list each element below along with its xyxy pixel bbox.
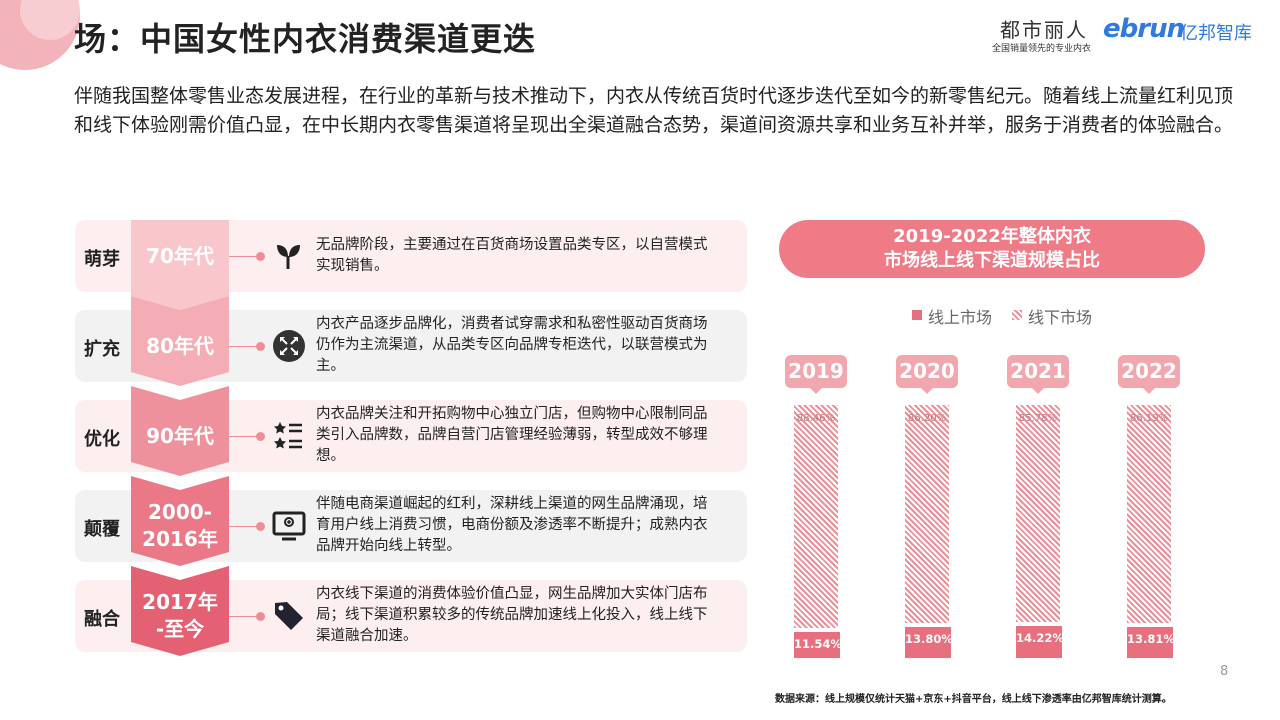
connector-line — [229, 256, 259, 257]
stage-description: 内衣产品逐步品牌化，消费者试穿需求和私密性驱动百货商场仍作为主流渠道，从品类专区… — [316, 316, 708, 374]
timeline-chevron — [131, 220, 229, 310]
timeline-chevron — [131, 386, 229, 476]
year-tag: 2019 — [785, 355, 847, 394]
era-label: 80年代 — [146, 333, 214, 358]
connector-dot — [256, 432, 265, 441]
connector-line — [229, 616, 259, 617]
stage-description: 无品牌阶段，主要通过在百货商场设置品类专区，以自营模式实现销售。 — [316, 237, 708, 274]
stage-label: 优化 — [84, 429, 120, 450]
price-tag-icon — [272, 599, 306, 633]
expand-arrows-icon — [272, 329, 306, 363]
connector-line — [229, 526, 259, 527]
timeline-chevron — [131, 476, 229, 566]
offline-label: 88.46% — [796, 413, 836, 424]
offline-label: 86.20% — [907, 413, 947, 424]
monitor-icon — [272, 509, 306, 543]
stage-description: 内衣品牌关注和开拓购物中心独立门店，但购物中心限制同品类引入品牌数，品牌自营门店… — [316, 406, 708, 464]
connector-line — [229, 346, 259, 347]
bar-online: 11.54% — [794, 632, 842, 658]
year-tag: 2020 — [896, 355, 958, 394]
connector-line — [229, 436, 259, 437]
connector-dot — [256, 612, 265, 621]
bar-offline — [905, 405, 949, 624]
stage-description: 内衣线下渠道的消费体验价值凸显，网生品牌加大实体门店布局；线下渠道积累较多的传统… — [316, 586, 708, 644]
legend-online: 线上市场 — [928, 308, 993, 327]
ebrun-logo-cn: 亿邦智库 — [1180, 23, 1252, 44]
bar-offline — [1016, 405, 1060, 623]
dushi-logo: 都市丽人 — [1000, 18, 1088, 42]
era-label: 70年代 — [146, 243, 214, 268]
chart-title: 2019-2022年整体内衣 市场线上线下渠道规模占比 — [779, 220, 1205, 278]
era-label: 90年代 — [146, 423, 214, 448]
page-number: 8 — [1220, 664, 1229, 679]
ebrun-logo: ebrun — [1103, 14, 1185, 44]
year-tag: 2021 — [1007, 355, 1069, 394]
legend-swatch-online — [912, 310, 922, 320]
stage-label: 颠覆 — [84, 519, 120, 540]
era-label: 2017年 -至今 — [142, 590, 218, 641]
connector-dot — [256, 522, 265, 531]
offline-label: 86.19% — [1129, 413, 1169, 424]
stage-label: 萌芽 — [84, 249, 120, 270]
page-title: 场：中国女性内衣消费渠道更迭 — [74, 20, 537, 58]
bar-offline — [794, 405, 838, 628]
legend-offline: 线下市场 — [1028, 308, 1093, 327]
year-tag: 2022 — [1118, 355, 1180, 394]
sprout-icon — [272, 239, 306, 273]
data-source: 数据来源：线上规模仅统计天猫+京东+抖音平台，线上线下渗透率由亿邦智库统计测算。 — [775, 694, 1172, 705]
connector-dot — [256, 252, 265, 261]
stage-description: 伴随电商渠道崛起的红利，深耕线上渠道的网生品牌涌现，培育用户线上消费习惯，电商份… — [316, 496, 708, 554]
bar-online: 13.81% — [1127, 627, 1175, 658]
bar-online: 13.80% — [905, 627, 953, 658]
timeline-chevron — [131, 566, 229, 656]
bar-online: 14.22% — [1016, 626, 1064, 658]
stage-label: 融合 — [84, 609, 120, 630]
intro-paragraph: 伴随我国整体零售业态发展进程，在行业的革新与技术推动下，内衣从传统百货时代逐步迭… — [74, 85, 1234, 136]
legend-swatch-offline — [1012, 310, 1022, 320]
bar-offline — [1127, 405, 1171, 624]
offline-label: 85.78% — [1018, 413, 1058, 424]
dushi-slogan: 全国销量领先的专业内衣 — [992, 44, 1092, 54]
timeline-chevron — [131, 296, 229, 386]
era-label: 2000- 2016年 — [142, 500, 218, 551]
connector-dot — [256, 342, 265, 351]
stage-label: 扩充 — [84, 339, 120, 360]
star-list-icon — [272, 419, 306, 453]
